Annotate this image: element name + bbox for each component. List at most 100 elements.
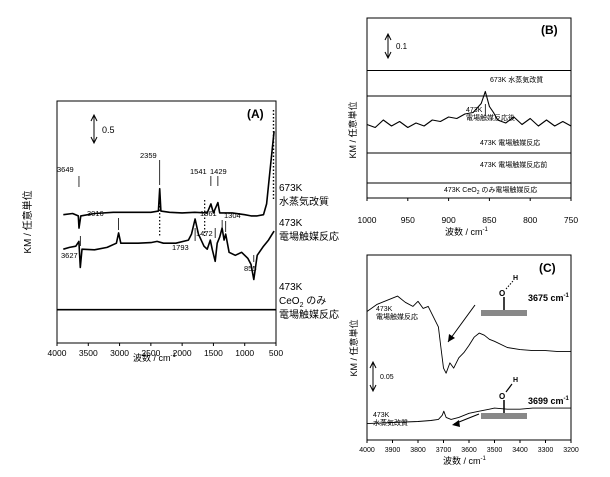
panel-b-label-s5: 473K CeO2 のみ電場触媒反応	[444, 185, 537, 196]
panel-a-x-tick-label-1000: 1000	[235, 348, 254, 358]
legend-a-1-line1: 673K	[279, 183, 303, 194]
panel-c-scale-label: 0.05	[380, 374, 394, 381]
panel-c-series-labels: 473K 電場触媒反応 473K 水蒸気改質	[373, 306, 418, 427]
panel-c-scale-arrow-up	[369, 360, 377, 369]
panel-c-series-line-2	[366, 407, 571, 425]
panel-c-label-s1-line1: 473K	[376, 306, 393, 313]
panel-c-arrowhead-2	[452, 420, 460, 427]
peak-label-855: 855	[244, 264, 257, 273]
panel-b-label-s1: 673K 水蒸気改質	[490, 75, 543, 84]
panel-a: (A) 0.5 3649 2359 1541 1429 3016 1361 13…	[21, 100, 339, 363]
panel-b-x-tick-label-1000: 1000	[358, 215, 377, 225]
panel-b-label-s2-line2: 電場触媒反応後	[466, 113, 515, 122]
legend-a-1-line2: 水蒸気改質	[279, 195, 329, 208]
panel-a-xlabel: 波数 / cm-1	[133, 352, 176, 363]
panel-c-x-tick-label-3800: 3800	[410, 447, 426, 454]
peak-label-1304: 1304	[224, 211, 241, 220]
panel-c-x-tick-label-3500: 3500	[487, 447, 503, 454]
panel-c-x-tick-label-4000: 4000	[359, 447, 375, 454]
surface-slab-2	[481, 413, 527, 419]
peak-label-1361: 1361	[200, 209, 217, 218]
panel-a-scale-arrow-down	[90, 136, 98, 145]
oh-surface-schematic-1: O H 3675 cm-1	[481, 275, 570, 316]
panel-c-label-s2-line1: 473K	[373, 412, 390, 419]
panel-a-scale-label: 0.5	[102, 125, 115, 135]
panel-c-x-ticks: 4000 3900 3800 3700 3600 3500 3400 3300 3200	[359, 440, 579, 454]
panel-b-series-labels: 673K 水蒸気改質 473K 電場触媒反応後 473K 電場触媒反応 473K…	[444, 75, 547, 196]
panel-c-series-line-1	[366, 295, 571, 374]
peak-label-1793: 1793	[172, 243, 189, 252]
panel-c-frame	[366, 254, 572, 441]
oh-wavenumber-1: 3675 cm-1	[528, 293, 570, 303]
panel-b-x-tick-label-850: 850	[482, 215, 496, 225]
panel-c-label: (C)	[539, 261, 556, 275]
panel-c-ylabel: KM / 任意単位	[348, 319, 359, 376]
panel-c: (C) 0.05 473K 電場触媒反応 473K 水蒸気改質 O H 3675…	[348, 254, 579, 466]
panel-a-x-tick-label-1500: 1500	[204, 348, 223, 358]
panel-a-legend: 673K 水蒸気改質 473K 電場触媒反応 473K CeO2 のみ 電場触媒…	[279, 183, 339, 321]
peak-label-1541: 1541	[190, 167, 207, 176]
panel-b-label: (B)	[541, 23, 558, 37]
panel-a-series-line-1	[63, 131, 275, 229]
atom-h-1: H	[513, 275, 518, 282]
panel-b-x-tick-label-900: 900	[442, 215, 456, 225]
panel-b-frame	[366, 17, 572, 199]
panel-c-scale-arrow-down	[369, 384, 377, 393]
panel-b-xlabel: 波数 / cm-1	[445, 226, 488, 237]
peak-label-2359: 2359	[140, 151, 157, 160]
panel-b-ylabel: KM / 任意単位	[347, 101, 358, 158]
panel-c-label-s1-line2: 電場触媒反応	[376, 312, 418, 321]
panel-c-x-tick-label-3600: 3600	[461, 447, 477, 454]
surface-slab-1	[481, 310, 527, 316]
peak-label-1429: 1429	[210, 167, 227, 176]
atom-o-2: O	[499, 392, 505, 401]
panel-c-label-s2-line2: 水蒸気改質	[373, 418, 408, 427]
panel-c-arrow-1	[447, 304, 476, 343]
panel-a-scale-arrow-up	[90, 113, 98, 122]
oh-wavenumber-2: 3699 cm-1	[528, 396, 570, 406]
panel-b-scale-label: 0.1	[396, 42, 408, 51]
panel-c-x-tick-label-3700: 3700	[436, 447, 452, 454]
atom-h-2: H	[513, 377, 518, 384]
panel-c-curves	[366, 295, 571, 425]
legend-a-2-line1: 473K	[279, 218, 303, 229]
atom-o-1: O	[499, 289, 505, 298]
panel-c-x-tick-label-3300: 3300	[538, 447, 554, 454]
panel-a-label: (A)	[247, 107, 264, 121]
panel-b-curves	[366, 69, 572, 184]
panel-c-x-tick-label-3200: 3200	[563, 447, 579, 454]
legend-a-3-line1: 473K	[279, 282, 303, 293]
legend-a-3-line2: CeO2 のみ	[279, 296, 326, 309]
panel-a-peak-labels: 3649 2359 1541 1429 3016 1361 1304 1793 …	[57, 151, 257, 273]
peak-label-1472: 1472	[196, 229, 213, 238]
panel-c-x-tick-label-3400: 3400	[512, 447, 528, 454]
panel-b: (B) 0.1 673K 水蒸気改質 473K 電場触媒反応後 473K 電場触…	[347, 17, 578, 237]
panel-a-x-tick-label-3000: 3000	[110, 348, 129, 358]
peak-label-3016: 3016	[87, 209, 104, 218]
panel-b-label-s2-line1: 473K	[466, 107, 483, 114]
panel-c-xlabel: 波数 / cm-1	[443, 455, 486, 466]
oh-bond-solid	[505, 383, 513, 393]
panel-a-x-tick-label-2000: 2000	[173, 348, 192, 358]
panel-b-series-line-2	[366, 90, 572, 129]
oh-surface-schematic-2: O H 3699 cm-1	[481, 377, 570, 419]
panel-a-x-tick-label-2500: 2500	[141, 348, 160, 358]
panel-a-ylabel: KM / 任意単位	[21, 190, 34, 253]
panel-a-x-tick-label-3500: 3500	[79, 348, 98, 358]
peak-label-3627: 3627	[61, 251, 78, 260]
legend-a-3-line3: 電場触媒反応	[279, 308, 339, 321]
panel-a-x-tick-label-500: 500	[269, 348, 283, 358]
panel-b-scale-arrow-up	[384, 32, 392, 41]
panel-b-label-s4: 473K 電場触媒反応前	[480, 160, 547, 169]
panel-a-x-tick-label-4000: 4000	[48, 348, 67, 358]
panel-c-x-tick-label-3900: 3900	[385, 447, 401, 454]
panel-b-x-tick-label-750: 750	[564, 215, 578, 225]
legend-a-2-line2: 電場触媒反応	[279, 230, 339, 243]
panel-a-series-line-2	[63, 218, 275, 281]
panel-b-x-ticks: 1000 950 900 850 800 750	[358, 198, 578, 225]
panel-b-x-tick-label-950: 950	[401, 215, 415, 225]
panel-a-x-ticks: 4000 3500 3000 2500 2000 1500 1000 500	[48, 343, 283, 358]
panel-b-label-s3: 473K 電場触媒反応	[480, 138, 540, 147]
oh-bond-dotted	[505, 280, 514, 290]
